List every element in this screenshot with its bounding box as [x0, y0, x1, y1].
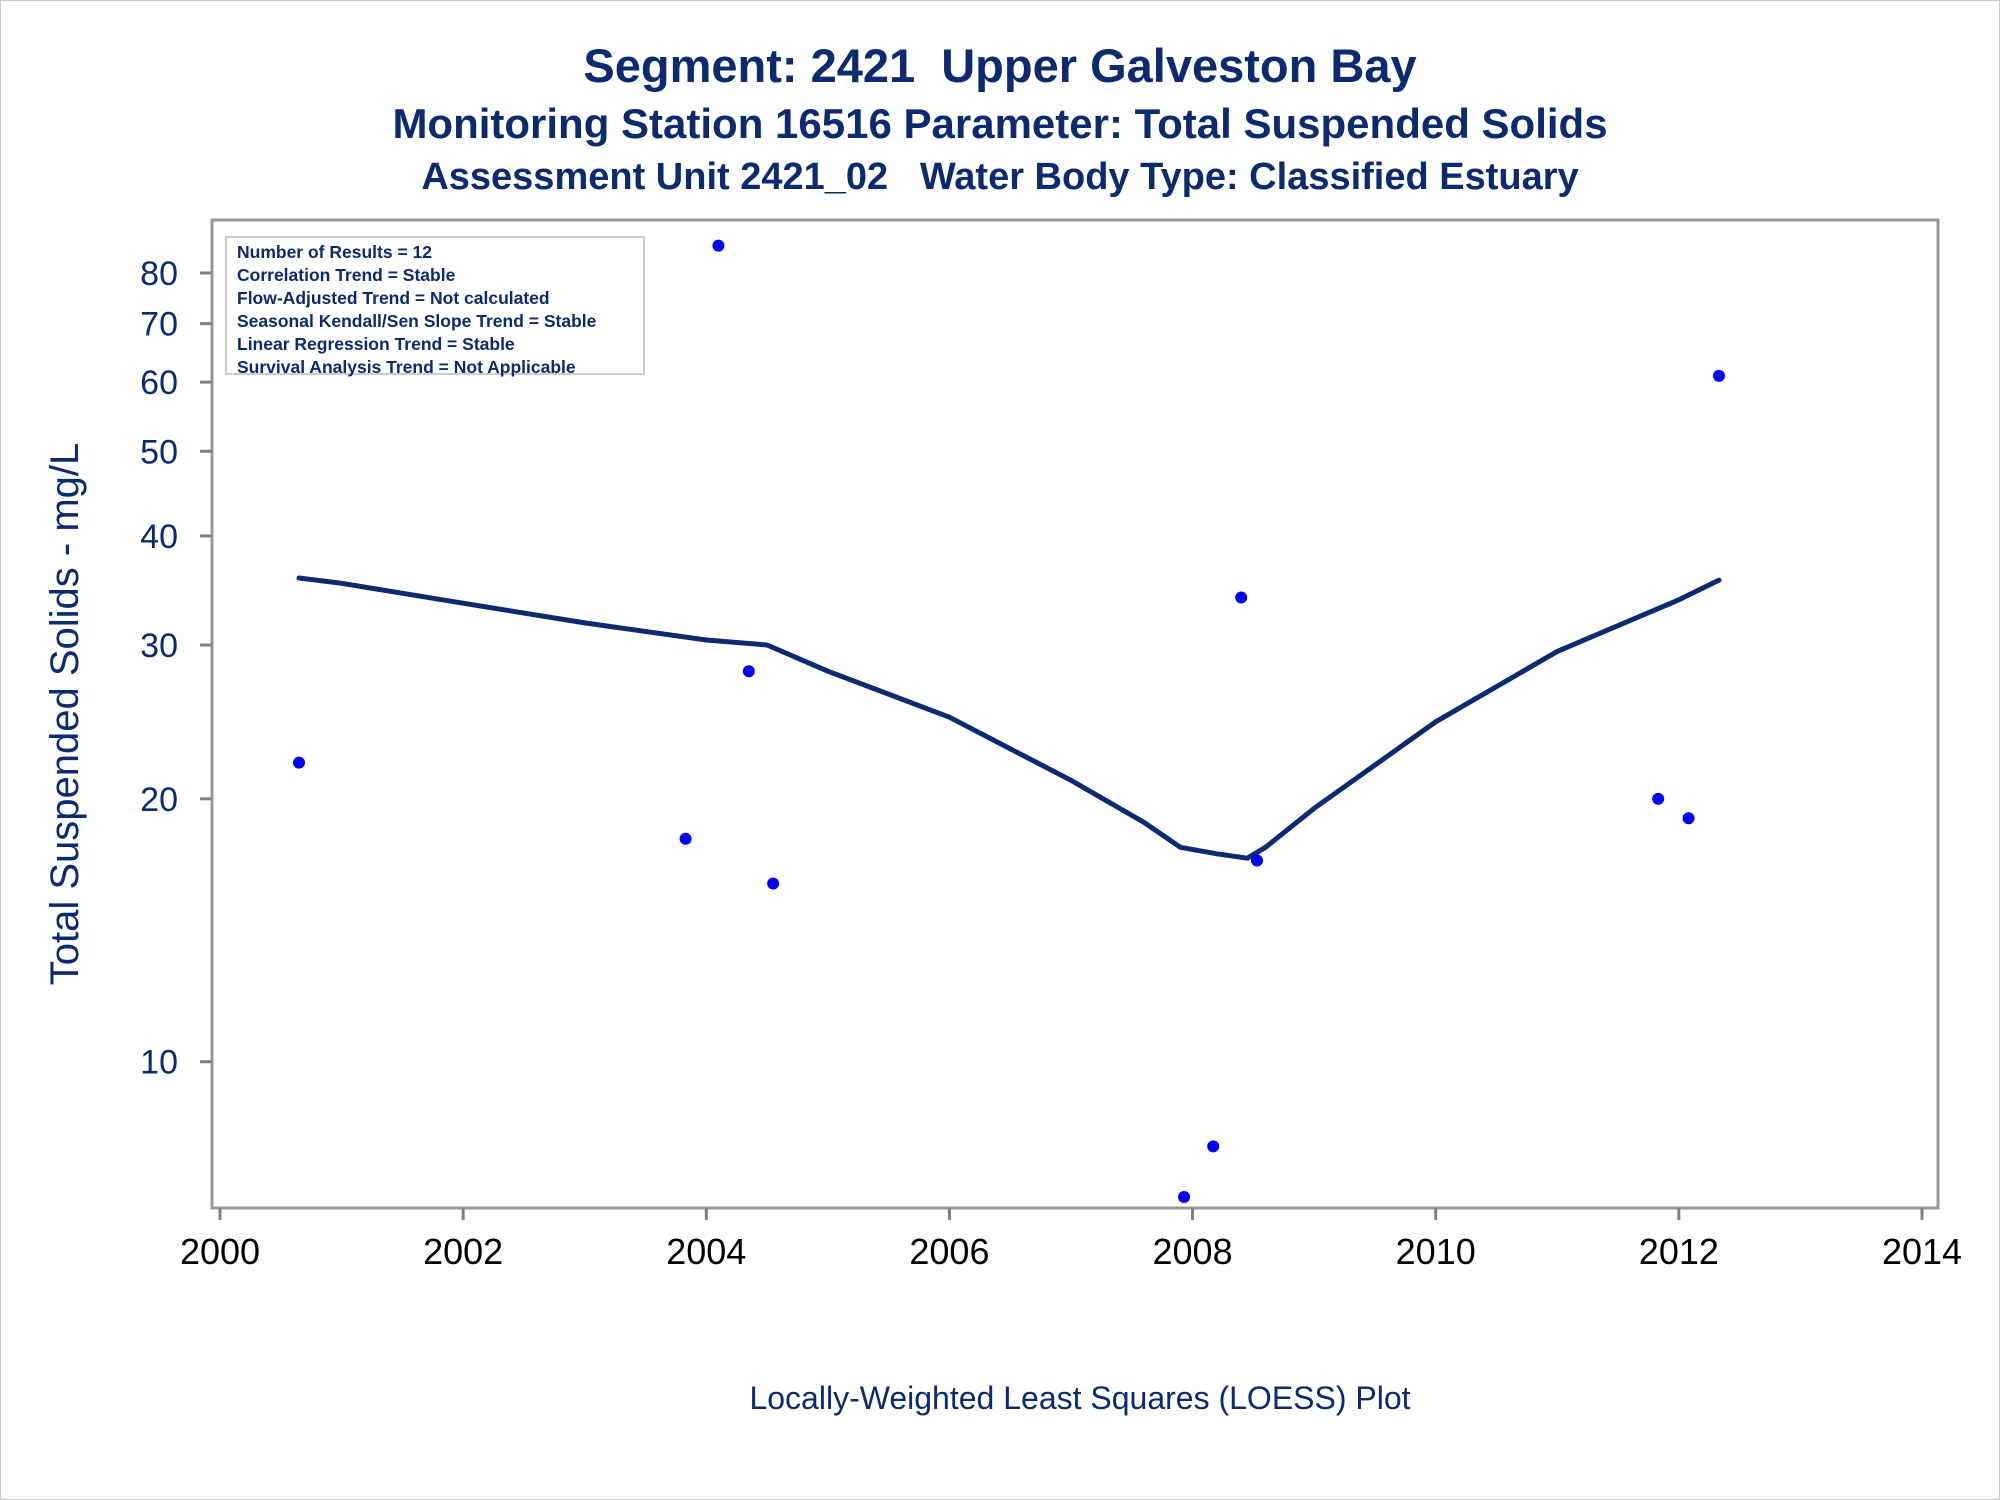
stats-line-linear-regression: Linear Regression Trend = Stable [237, 334, 515, 354]
y-tick-label: 30 [140, 627, 178, 665]
x-tick-label: 2010 [1396, 1231, 1476, 1272]
data-points [293, 239, 1725, 1204]
data-point [293, 756, 306, 769]
loess-curve [296, 575, 1722, 861]
data-point [1712, 369, 1725, 382]
data-point [767, 877, 780, 890]
data-point [1251, 854, 1264, 867]
data-point [1207, 1140, 1220, 1153]
y-tick-label: 20 [140, 781, 178, 819]
x-tick-label: 2002 [423, 1231, 503, 1272]
x-tick-label: 2000 [180, 1231, 260, 1272]
x-tick-label: 2006 [909, 1231, 989, 1272]
chart-subtitle-station: Monitoring Station 16516 Parameter: Tota… [392, 100, 1608, 147]
y-tick-label: 50 [140, 433, 178, 471]
x-axis: 2000 2002 2004 2006 2008 2010 2012 2014 [180, 1208, 1962, 1272]
stats-line-correlation: Correlation Trend = Stable [237, 265, 456, 285]
x-tick-label: 2008 [1153, 1231, 1233, 1272]
data-point [1178, 1191, 1191, 1204]
trend-stats-box: Number of Results = 12 Correlation Trend… [225, 236, 645, 377]
plot-area-frame [210, 218, 1940, 1210]
x-tick-label: 2014 [1882, 1231, 1962, 1272]
data-point [712, 239, 725, 252]
data-point [1652, 792, 1665, 805]
data-point [1682, 812, 1695, 825]
data-point [679, 832, 692, 845]
stats-line-flow-adjusted: Flow-Adjusted Trend = Not calculated [237, 288, 550, 308]
y-tick-label: 40 [140, 518, 178, 556]
chart-title: Segment: 2421 Upper Galveston Bay [583, 39, 1417, 92]
chart-subtitle-assessment: Assessment Unit 2421_02 Water Body Type:… [421, 156, 1579, 198]
data-point [1235, 591, 1248, 604]
x-axis-label: Locally-Weighted Least Squares (LOESS) P… [749, 1380, 1411, 1416]
x-tick-label: 2004 [666, 1231, 746, 1272]
y-axis: 10 20 30 40 50 60 70 80 [140, 255, 212, 1082]
data-point [742, 665, 755, 678]
stats-line-seasonal-kendall: Seasonal Kendall/Sen Slope Trend = Stabl… [237, 311, 597, 331]
y-tick-label: 70 [140, 306, 178, 344]
y-tick-label: 60 [140, 364, 178, 402]
y-tick-label: 10 [140, 1044, 178, 1082]
y-axis-label: Total Suspended Solids - mg/L [43, 443, 87, 986]
stats-line-count: Number of Results = 12 [237, 242, 432, 262]
stats-line-survival: Survival Analysis Trend = Not Applicable [237, 357, 576, 377]
y-tick-label: 80 [140, 255, 178, 293]
x-tick-label: 2012 [1639, 1231, 1719, 1272]
